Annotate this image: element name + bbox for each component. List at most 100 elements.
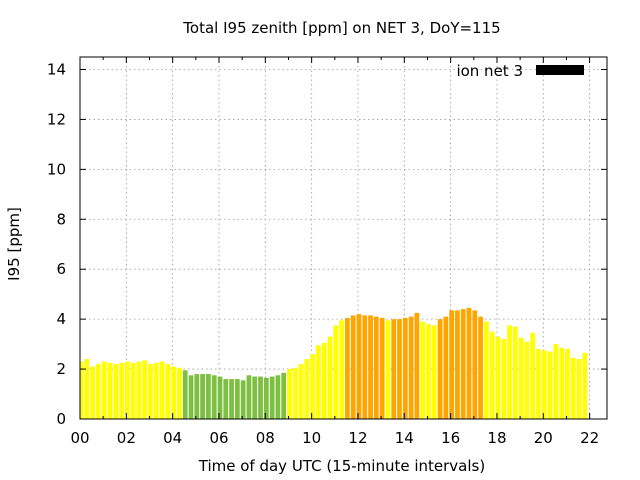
bar (263, 377, 269, 419)
x-tick-label: 22 (580, 429, 599, 447)
bar (333, 325, 339, 419)
bar (373, 316, 379, 419)
x-tick-label: 00 (70, 429, 89, 447)
x-tick-label: 08 (256, 429, 275, 447)
bar (258, 376, 263, 419)
bar (559, 347, 565, 419)
bar (177, 367, 182, 419)
bar (113, 364, 119, 419)
bar (426, 324, 431, 419)
bar (80, 361, 84, 419)
bar (460, 309, 466, 419)
legend-swatch (536, 65, 584, 75)
bar (124, 361, 130, 419)
bar (449, 310, 455, 419)
bar (466, 307, 472, 419)
bar (101, 361, 107, 419)
bar (171, 366, 177, 419)
bar (90, 366, 95, 419)
bar (391, 319, 397, 419)
bar (501, 339, 507, 419)
bar (478, 316, 483, 419)
bar (512, 326, 518, 419)
bar (524, 341, 530, 419)
bar (408, 316, 414, 419)
bar (455, 310, 460, 419)
bar (316, 345, 321, 419)
bar (327, 336, 333, 419)
x-tick-label: 12 (348, 429, 367, 447)
x-axis-label: Time of day UTC (15-minute intervals) (198, 457, 485, 475)
y-axis-label: I95 [ppm] (5, 207, 23, 281)
bar (437, 319, 443, 419)
bar (484, 321, 489, 419)
bar (153, 362, 159, 419)
bar (576, 359, 582, 419)
bar (206, 374, 211, 419)
bar (107, 362, 113, 419)
bar (368, 315, 373, 419)
bar (194, 374, 200, 419)
y-tick-label: 2 (56, 360, 66, 378)
bar (489, 331, 495, 419)
bar (142, 360, 148, 419)
bar (234, 379, 240, 419)
bar (182, 370, 188, 419)
bar (229, 379, 234, 419)
bar (345, 317, 350, 419)
bar (95, 364, 101, 419)
bar (397, 319, 402, 419)
bar (310, 354, 316, 419)
bar (200, 374, 205, 419)
bar (472, 310, 478, 419)
bar (414, 312, 420, 419)
plot-frame (79, 56, 608, 420)
bar (119, 362, 124, 419)
bar (379, 317, 385, 419)
bar (148, 364, 153, 419)
x-tick-label: 16 (441, 429, 460, 447)
bar (240, 380, 246, 419)
bar (356, 314, 362, 419)
bar (339, 320, 344, 419)
bar (217, 376, 223, 419)
y-tick-label: 0 (56, 410, 66, 428)
bar (211, 375, 217, 419)
bar (350, 315, 356, 419)
bar (321, 342, 327, 419)
bar (553, 344, 559, 419)
bar (541, 350, 547, 419)
bar (536, 349, 541, 419)
bar (518, 337, 524, 419)
legend-label: ion net 3 (456, 62, 523, 80)
bar (547, 351, 553, 419)
bar (188, 375, 194, 419)
bar (298, 364, 304, 419)
bar (420, 321, 426, 419)
bar (165, 364, 171, 419)
bar (269, 376, 275, 419)
x-tick-label: 06 (209, 429, 228, 447)
bar (431, 325, 437, 419)
x-tick-label: 04 (163, 429, 182, 447)
y-tick-label: 8 (56, 210, 66, 228)
bar (570, 357, 576, 419)
x-tick-label: 02 (117, 429, 136, 447)
y-tick-label: 14 (47, 60, 66, 78)
bar (246, 375, 252, 419)
x-tick-label: 10 (302, 429, 321, 447)
bar (582, 352, 588, 419)
bar (223, 379, 229, 419)
legend: ion net 3 (456, 62, 584, 80)
bar (402, 317, 408, 419)
bar (136, 361, 142, 419)
bar (507, 325, 512, 419)
bar (495, 336, 501, 419)
bar (287, 369, 292, 419)
x-tick-label: 18 (487, 429, 506, 447)
x-tick-label: 14 (395, 429, 414, 447)
bar (130, 362, 136, 419)
bar (565, 349, 570, 419)
y-tick-label: 12 (47, 110, 66, 128)
